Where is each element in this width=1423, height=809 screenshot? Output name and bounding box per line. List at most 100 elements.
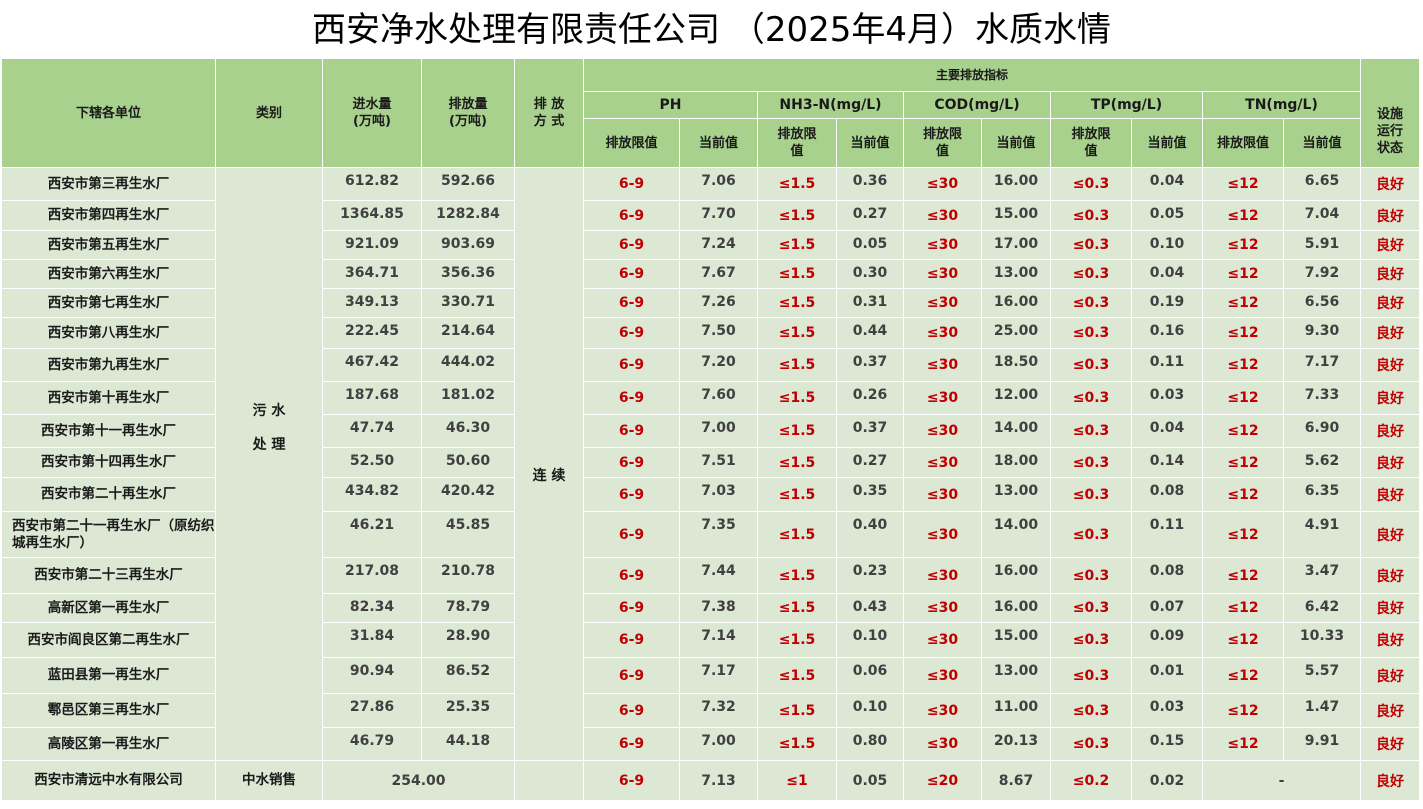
water-quality-table: 下辖各单位 类别 进水量 (万吨) 排放量 (万吨) 排 放 方 式 主要排放指…	[1, 58, 1421, 801]
ph-limit: 6-9	[583, 657, 680, 694]
table-row: 西安市第六再生水厂 364.71 356.36 6-9 7.67 ≤1.5 0.30 ≤30 1…	[1, 259, 1421, 289]
tn-value: 7.17	[1282, 348, 1362, 382]
tp-limit: ≤0.3	[1050, 317, 1132, 349]
outflow-value: 46.30	[421, 414, 515, 448]
header-main-indicators: 主要排放指标	[582, 58, 1362, 92]
status-cell: 良好	[1360, 259, 1421, 289]
nh3n-limit: ≤1.5	[757, 693, 837, 728]
ph-value: 7.35	[679, 511, 758, 558]
table-row: 鄠邑区第三再生水厂 27.86 25.35 6-9 7.32 ≤1.5 0.10 ≤30 11.…	[1, 693, 1421, 728]
nh3n-limit: ≤1.5	[757, 348, 837, 382]
inflow-value: 82.34	[322, 593, 422, 623]
tn-limit: ≤12	[1202, 557, 1284, 594]
tp-value: 0.04	[1131, 259, 1203, 289]
nh3n-value: 0.05	[836, 760, 904, 801]
cod-limit: ≤30	[903, 727, 982, 761]
nh3n-value: 0.27	[836, 447, 904, 478]
table-row: 西安市第九再生水厂 467.42 444.02 6-9 7.20 ≤1.5 0.37 ≤30 1…	[1, 348, 1421, 382]
status-cell: 良好	[1360, 381, 1421, 415]
tp-limit: ≤0.3	[1050, 477, 1132, 512]
tp-limit: ≤0.3	[1050, 447, 1132, 478]
outflow-value: 444.02	[421, 348, 515, 382]
tp-limit: ≤0.3	[1050, 230, 1132, 260]
nh3n-limit: ≤1.5	[757, 167, 837, 201]
tn-limit: ≤12	[1202, 230, 1284, 260]
ph-limit: 6-9	[583, 477, 680, 512]
header-unit: 下辖各单位	[1, 58, 216, 168]
nh3n-limit: ≤1.5	[757, 557, 837, 594]
ph-value: 7.38	[679, 593, 758, 623]
nh3n-limit: ≤1.5	[757, 259, 837, 289]
tp-value: 0.10	[1131, 230, 1203, 260]
cod-value: 16.00	[981, 557, 1051, 594]
outflow-value: 44.18	[421, 727, 515, 761]
header-nh3n: NH3-N(mg/L)	[757, 91, 904, 119]
ph-value: 7.24	[679, 230, 758, 260]
nh3n-limit: ≤1.5	[757, 593, 837, 623]
ph-limit: 6-9	[583, 230, 680, 260]
inflow-value: 349.13	[322, 288, 422, 318]
tn-value: 6.65	[1282, 167, 1362, 201]
unit-name: 西安市第十一再生水厂	[1, 414, 216, 448]
unit-name: 西安市第二十一再生水厂（原纺织城再生水厂）	[1, 511, 216, 558]
tn-limit: ≤12	[1202, 511, 1284, 558]
cod-value: 16.00	[981, 288, 1051, 318]
cod-value: 8.67	[981, 760, 1051, 801]
tp-value: 0.14	[1131, 447, 1203, 478]
nh3n-limit: ≤1.5	[757, 727, 837, 761]
nh3n-limit: ≤1.5	[757, 477, 837, 512]
status-cell: 良好	[1360, 477, 1421, 512]
header-ph: PH	[583, 91, 758, 119]
table-row: 西安市第四再生水厂 1364.85 1282.84 6-9 7.70 ≤1.5 0.27 ≤3…	[1, 200, 1421, 231]
nh3n-value: 0.06	[836, 657, 904, 694]
status-cell: 良好	[1360, 693, 1421, 728]
ph-limit: 6-9	[583, 317, 680, 349]
tn-limit: ≤12	[1202, 317, 1284, 349]
inflow-value: 90.94	[322, 657, 422, 694]
tp-limit: ≤0.3	[1050, 414, 1132, 448]
tn-value: 5.62	[1282, 447, 1362, 478]
ph-limit: 6-9	[583, 381, 680, 415]
ph-value: 7.14	[679, 622, 758, 658]
inflow-value: 27.86	[322, 693, 422, 728]
ph-value: 7.20	[679, 348, 758, 382]
ph-value: 7.60	[679, 381, 758, 415]
tp-value: 0.07	[1131, 593, 1203, 623]
unit-name: 西安市第二十三再生水厂	[1, 557, 216, 594]
unit-name: 西安市清远中水有限公司	[1, 760, 216, 801]
cod-limit: ≤30	[903, 622, 982, 658]
cod-value: 14.00	[981, 414, 1051, 448]
tp-value: 0.04	[1131, 167, 1203, 201]
table-row: 西安市阎良区第二再生水厂 31.84 28.90 6-9 7.14 ≤1.5 0.10 ≤30…	[1, 622, 1421, 658]
ph-value: 7.70	[679, 200, 758, 231]
table-row: 西安市第十一再生水厂 47.74 46.30 6-9 7.00 ≤1.5 0.37 ≤30 14…	[1, 414, 1421, 448]
nh3n-limit: ≤1.5	[757, 230, 837, 260]
inflow-value: 222.45	[322, 317, 422, 349]
ph-value: 7.17	[679, 657, 758, 694]
table-row: 西安市第二十再生水厂 434.82 420.42 6-9 7.03 ≤1.5 0.35 ≤30…	[1, 477, 1421, 512]
cod-value: 20.13	[981, 727, 1051, 761]
ph-limit: 6-9	[583, 593, 680, 623]
tp-value: 0.02	[1131, 760, 1203, 801]
ph-value: 7.50	[679, 317, 758, 349]
status-cell: 良好	[1360, 593, 1421, 623]
tp-value: 0.11	[1131, 348, 1203, 382]
inflow-value: 921.09	[322, 230, 422, 260]
unit-name: 西安市第十四再生水厂	[1, 447, 216, 478]
ph-value: 7.44	[679, 557, 758, 594]
outflow-value: 86.52	[421, 657, 515, 694]
status-cell: 良好	[1360, 727, 1421, 761]
nh3n-value: 0.31	[836, 288, 904, 318]
ph-limit: 6-9	[583, 167, 680, 201]
ph-limit: 6-9	[583, 414, 680, 448]
tn-value: 7.92	[1282, 259, 1362, 289]
tn-value: -	[1201, 760, 1362, 801]
inflow-value: 187.68	[322, 381, 422, 415]
tp-limit: ≤0.3	[1050, 167, 1132, 201]
cod-value: 17.00	[981, 230, 1051, 260]
tn-value: 10.33	[1282, 622, 1362, 658]
outflow-value: 45.85	[421, 511, 515, 558]
tn-limit: ≤12	[1202, 593, 1284, 623]
ph-limit: 6-9	[583, 259, 680, 289]
tn-limit: ≤12	[1202, 288, 1284, 318]
